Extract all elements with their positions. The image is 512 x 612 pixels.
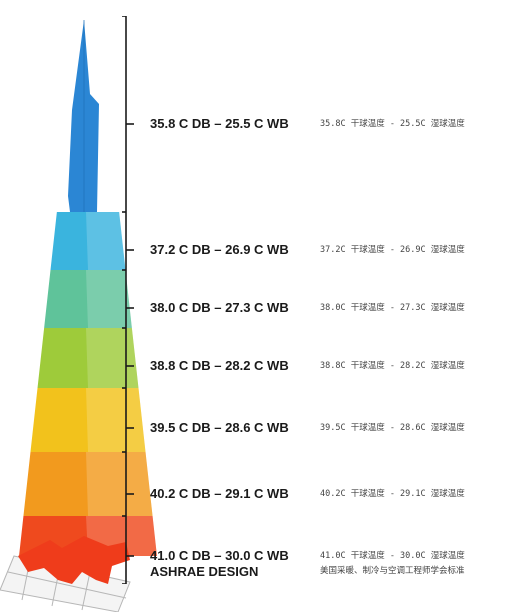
zone-band-highlight-2 — [86, 212, 126, 270]
zone-band-6 — [23, 452, 153, 516]
zone-label-cn-5: 39.5C 干球温度 - 28.6C 湿球温度 — [320, 423, 465, 433]
zone-label-5: 39.5 C DB – 28.6 C WB — [150, 420, 289, 435]
zone-label-3: 38.0 C DB – 27.3 C WB — [150, 300, 289, 315]
zone-band-5 — [30, 388, 146, 452]
zone-bracket — [122, 16, 134, 584]
zone-band-highlight-3 — [86, 270, 132, 328]
zone-label-cn-4: 38.8C 干球温度 - 28.2C 湿球温度 — [320, 361, 465, 371]
zone-label-1: 35.8 C DB – 25.5 C WB — [150, 116, 289, 131]
zone-band-2 — [50, 212, 126, 270]
zone-band-highlight-6 — [86, 452, 153, 516]
zone-label-cn-6: 40.2C 干球温度 - 29.1C 湿球温度 — [320, 489, 465, 499]
zone-label-cn-1: 35.8C 干球温度 - 25.5C 湿球温度 — [320, 119, 465, 129]
zone-label-cn-7: 41.0C 干球温度 - 30.0C 湿球温度 — [320, 551, 465, 561]
zone-label-cn-2: 37.2C 干球温度 - 26.9C 湿球温度 — [320, 245, 465, 255]
zone-label-6: 40.2 C DB – 29.1 C WB — [150, 486, 289, 501]
zone-label-7: 41.0 C DB – 30.0 C WB — [150, 548, 289, 563]
zone-band-3 — [44, 270, 132, 328]
zone-band-4 — [37, 328, 139, 388]
zone-label-4: 38.8 C DB – 28.2 C WB — [150, 358, 289, 373]
zone-label-cn-3: 38.0C 干球温度 - 27.3C 湿球温度 — [320, 303, 465, 313]
zone-label-2: 37.2 C DB – 26.9 C WB — [150, 242, 289, 257]
ashrae-design-label-cn: 美国采暖、制冷与空调工程师学会标准 — [320, 566, 465, 576]
ashrae-design-label: ASHRAE DESIGN — [150, 564, 259, 579]
zone-band-highlight-5 — [86, 388, 146, 452]
tower-base — [18, 536, 130, 584]
